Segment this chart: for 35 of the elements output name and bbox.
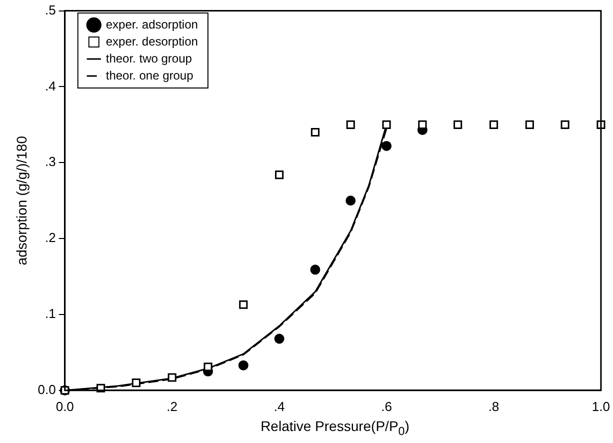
- legend-label: theor. two group: [106, 51, 192, 66]
- y-tick-label: .3: [45, 154, 56, 170]
- point: [382, 140, 392, 151]
- legend-label: exper. desorption: [106, 34, 198, 48]
- x-tick-label: 0.0: [56, 398, 74, 414]
- x-tick-label: 1.0: [592, 398, 610, 414]
- point: [310, 264, 320, 275]
- point: [274, 334, 284, 344]
- point: [560, 120, 570, 129]
- point: [239, 300, 248, 309]
- point: [418, 120, 427, 129]
- point: [454, 120, 462, 129]
- point: [310, 128, 320, 137]
- y-tick-label: .4: [45, 78, 56, 94]
- x-axis-title: Relative Pressure(P/P$_{0}$): [260, 418, 410, 438]
- point: [382, 120, 391, 129]
- x-tick-label: .8: [488, 398, 500, 414]
- x-tick-label: .2: [166, 398, 178, 414]
- point: [346, 196, 356, 206]
- point: [346, 120, 355, 129]
- y-tick-label: .5: [45, 2, 56, 18]
- point: [238, 360, 248, 370]
- point: [132, 378, 140, 388]
- x-tick-label: .4: [274, 398, 285, 414]
- y-tick-label: .1: [45, 306, 56, 322]
- y-tick-label: 0.0: [38, 382, 56, 397]
- legend-label: exper. adsorption: [106, 17, 198, 32]
- y-axis-title: adsorption (g/g/)/180: [13, 136, 30, 266]
- point: [489, 120, 498, 129]
- point: [275, 170, 284, 180]
- x-tick-label: .6: [381, 398, 392, 414]
- point: [168, 373, 176, 382]
- legend-label: theor. one group: [106, 68, 194, 82]
- y-tick-label: .2: [45, 230, 56, 246]
- point: [525, 120, 534, 129]
